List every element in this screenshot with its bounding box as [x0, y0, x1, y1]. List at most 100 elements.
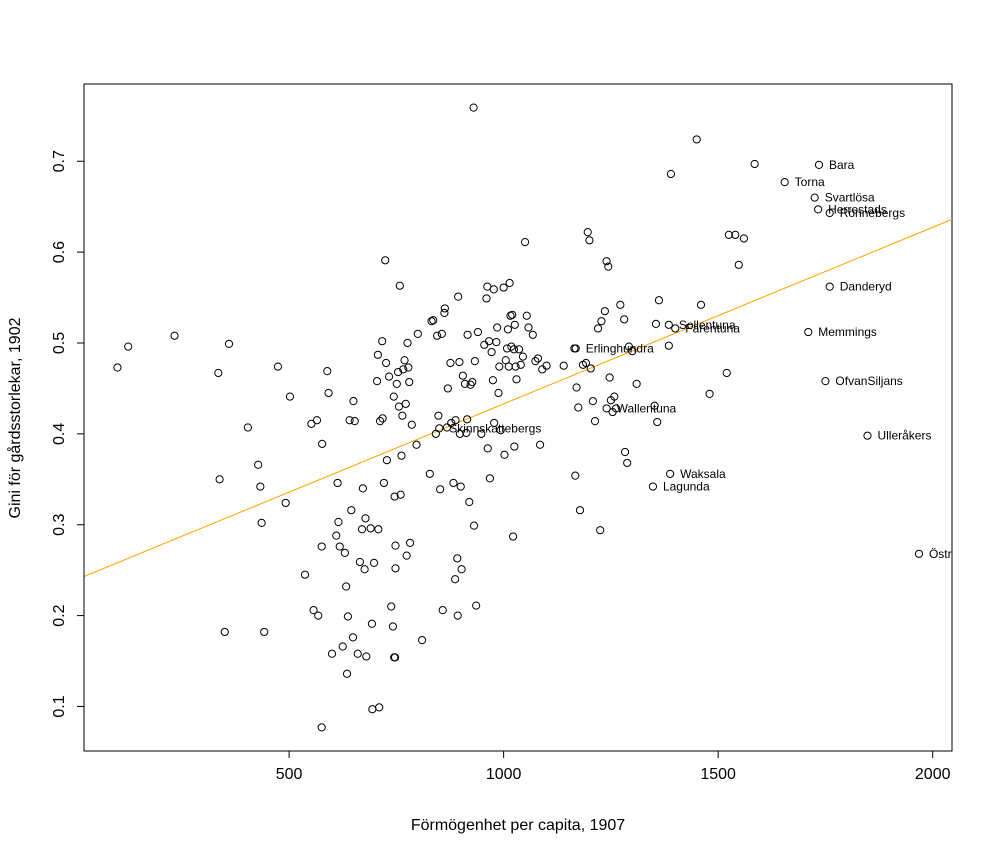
- data-point: [256, 482, 265, 491]
- data-point: [366, 524, 375, 533]
- data-point: [495, 362, 504, 371]
- data-point: [345, 416, 354, 425]
- data-point: [488, 376, 497, 385]
- data-point: [353, 649, 362, 658]
- data-point: [388, 622, 398, 631]
- data-point: [434, 411, 443, 420]
- data-point: [413, 329, 422, 338]
- data-point: [281, 498, 290, 508]
- data-point: [463, 330, 472, 339]
- data-point: [399, 365, 408, 374]
- data-point: [696, 300, 706, 309]
- data-point: [418, 636, 427, 645]
- data-point: [358, 484, 367, 493]
- point-label: Skinnskattebergs: [449, 421, 541, 435]
- data-point: [480, 340, 489, 349]
- data-point: [360, 565, 369, 574]
- data-point: [342, 582, 351, 591]
- labeled-data-point: [780, 178, 789, 187]
- data-point: [124, 342, 133, 351]
- data-point: [511, 362, 520, 371]
- data-point: [440, 304, 449, 313]
- y-tick-label: 0.7: [51, 150, 68, 172]
- data-point: [393, 367, 403, 377]
- data-point: [588, 397, 597, 406]
- data-point: [750, 159, 759, 169]
- labeled-data-point: [666, 469, 675, 478]
- data-point: [484, 337, 494, 346]
- data-point: [404, 363, 413, 372]
- point-label: Memmings: [818, 325, 877, 339]
- data-point: [361, 514, 370, 523]
- y-tick-label: 0.4: [51, 423, 68, 445]
- point-label: Svartlösa: [825, 191, 875, 205]
- data-point: [499, 283, 508, 292]
- data-point: [460, 379, 470, 388]
- data-point: [387, 602, 396, 611]
- point-label: Wallentuna: [617, 401, 677, 415]
- labeled-data-point: [814, 205, 823, 214]
- data-point: [453, 554, 462, 563]
- data-point: [455, 357, 464, 367]
- data-point: [398, 411, 407, 420]
- data-point: [379, 478, 389, 488]
- data-point: [616, 300, 625, 309]
- data-point: [390, 492, 399, 501]
- data-point: [528, 330, 537, 339]
- data-point: [468, 377, 477, 387]
- data-point: [505, 278, 514, 288]
- data-point: [502, 344, 512, 353]
- data-point: [224, 339, 234, 348]
- data-point: [462, 428, 471, 438]
- data-point: [412, 440, 421, 449]
- data-point: [520, 238, 530, 247]
- data-point: [347, 506, 356, 515]
- data-point: [705, 389, 714, 398]
- data-point: [324, 388, 333, 398]
- data-point: [367, 619, 377, 628]
- data-point: [458, 371, 467, 380]
- data-point: [456, 482, 465, 491]
- labeled-data-point: [664, 320, 673, 329]
- data-point: [664, 341, 673, 350]
- data-point: [343, 612, 352, 621]
- data-point: [260, 627, 269, 637]
- data-point: [355, 557, 364, 567]
- data-point: [425, 469, 434, 478]
- data-point: [397, 451, 406, 460]
- data-point: [170, 331, 179, 340]
- data-point: [372, 377, 382, 386]
- data-point: [600, 307, 609, 316]
- point-label: Färentuna: [685, 321, 740, 335]
- data-point: [215, 475, 224, 484]
- data-point: [477, 429, 486, 438]
- data-point: [254, 460, 263, 469]
- data-point: [384, 372, 394, 381]
- data-point: [391, 564, 400, 573]
- data-point: [342, 669, 352, 678]
- data-point: [314, 611, 323, 620]
- data-point: [654, 296, 664, 305]
- data-point: [382, 456, 392, 465]
- data-point: [508, 310, 517, 319]
- data-point: [508, 532, 518, 541]
- data-point: [332, 531, 341, 540]
- data-point: [597, 317, 606, 326]
- labeled-data-point: [671, 324, 680, 333]
- data-point: [340, 548, 349, 557]
- data-point: [449, 478, 458, 488]
- data-point: [395, 281, 404, 290]
- data-point: [368, 705, 377, 714]
- labeled-data-point: [648, 482, 658, 491]
- data-point: [524, 323, 533, 332]
- data-point: [403, 338, 412, 348]
- data-point: [542, 361, 551, 370]
- x-axis-title: Förmögenhet per capita, 1907: [411, 817, 625, 834]
- data-point: [309, 606, 318, 615]
- regression-line: [84, 218, 952, 577]
- data-point: [510, 320, 519, 329]
- data-point: [492, 337, 501, 347]
- labeled-data-point: [821, 377, 830, 386]
- data-point: [436, 485, 445, 494]
